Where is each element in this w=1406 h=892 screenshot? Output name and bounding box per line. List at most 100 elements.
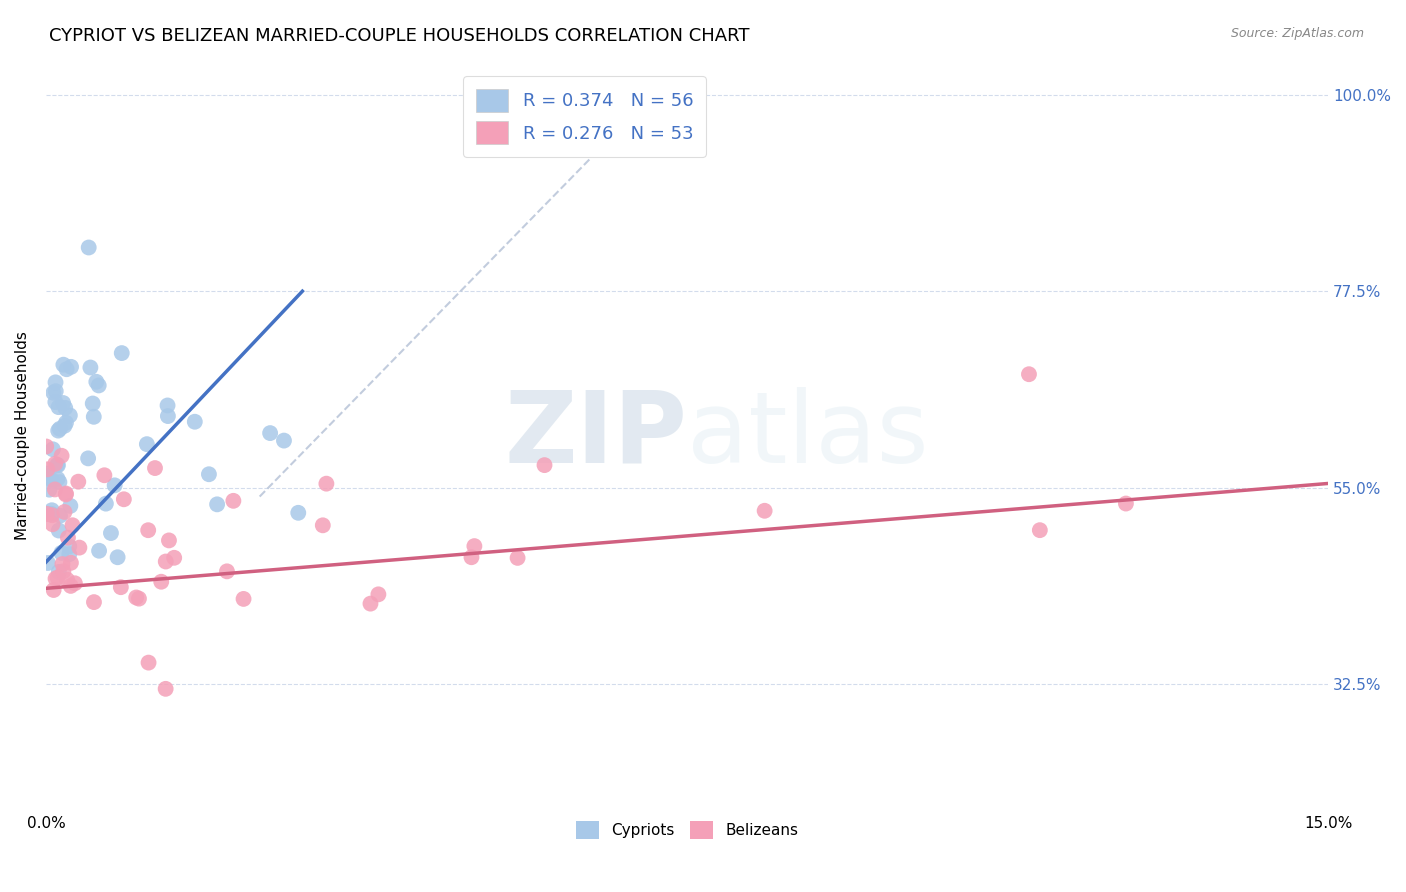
Point (42, 385, 65, 400)
Point (367, 587, 389, 601)
Point (83, 409, 105, 424)
Point (59, 409, 82, 423)
Point (111, 346, 134, 360)
Point (315, 476, 337, 491)
Point (198, 467, 221, 482)
Point (55, 487, 77, 501)
Point (48, 400, 70, 414)
Point (1018, 368, 1040, 382)
Point (232, 591, 254, 606)
Point (82, 396, 104, 410)
Text: atlas: atlas (688, 387, 929, 483)
Point (42, 442, 65, 457)
Point (35, 440, 58, 454)
Point (52, 358, 75, 372)
Point (77, 240, 100, 254)
Point (1115, 497, 1137, 511)
Point (41, 508, 63, 523)
Point (37, 469, 59, 483)
Point (44, 395, 66, 409)
Point (46, 458, 69, 472)
Point (1029, 523, 1052, 537)
Point (52, 565, 75, 579)
Point (136, 523, 159, 537)
Point (110, 580, 132, 594)
Point (37, 556, 59, 570)
Point (48, 475, 70, 490)
Point (52, 396, 75, 410)
Point (157, 533, 180, 548)
Point (51, 546, 73, 560)
Point (135, 437, 157, 451)
Point (56, 531, 79, 545)
Point (287, 506, 309, 520)
Point (754, 504, 776, 518)
Point (35, 507, 58, 521)
Point (79, 360, 101, 375)
Point (87, 378, 110, 392)
Point (48, 565, 70, 579)
Point (77, 451, 100, 466)
Point (215, 565, 238, 579)
Point (37, 462, 59, 476)
Point (60, 359, 83, 374)
Point (143, 461, 166, 475)
Point (83, 595, 105, 609)
Point (41, 503, 63, 517)
Point (37, 507, 59, 521)
Point (67, 475, 90, 489)
Point (51, 449, 73, 463)
Point (59, 556, 82, 570)
Point (51, 557, 73, 571)
Point (506, 550, 529, 565)
Point (87, 543, 110, 558)
Point (156, 409, 179, 423)
Point (39, 472, 62, 486)
Point (107, 550, 129, 565)
Point (104, 478, 127, 492)
Point (163, 550, 186, 565)
Text: ZIP: ZIP (505, 387, 688, 483)
Point (58, 547, 80, 561)
Point (41, 507, 63, 521)
Point (67, 541, 90, 555)
Point (359, 597, 381, 611)
Point (44, 376, 66, 390)
Point (86, 375, 108, 389)
Legend: Cypriots, Belizeans: Cypriots, Belizeans (569, 815, 804, 845)
Point (93, 468, 115, 483)
Point (100, 526, 122, 541)
Point (94, 497, 117, 511)
Point (222, 493, 245, 508)
Point (112, 492, 135, 507)
Text: CYPRIOT VS BELIZEAN MARRIED-COUPLE HOUSEHOLDS CORRELATION CHART: CYPRIOT VS BELIZEAN MARRIED-COUPLE HOUSE… (49, 27, 749, 45)
Point (59, 579, 82, 593)
Point (273, 434, 295, 448)
Point (259, 426, 281, 441)
Point (128, 591, 150, 606)
Point (155, 681, 177, 696)
Point (533, 458, 555, 472)
Point (205, 497, 228, 511)
Point (45, 384, 67, 399)
Point (44, 457, 66, 471)
Point (184, 415, 207, 429)
Point (38, 483, 60, 497)
Point (53, 505, 76, 519)
Point (125, 591, 148, 605)
Point (55, 362, 77, 376)
Point (49, 422, 72, 436)
Point (138, 656, 160, 670)
Point (46, 472, 69, 486)
Point (53, 418, 76, 433)
Point (62, 518, 84, 533)
Point (56, 573, 79, 587)
Point (44, 572, 66, 586)
Point (58, 540, 80, 554)
Point (63, 576, 86, 591)
Point (35, 467, 58, 481)
Point (46, 424, 69, 438)
Point (59, 499, 82, 513)
Point (463, 539, 485, 553)
Text: Source: ZipAtlas.com: Source: ZipAtlas.com (1230, 27, 1364, 40)
